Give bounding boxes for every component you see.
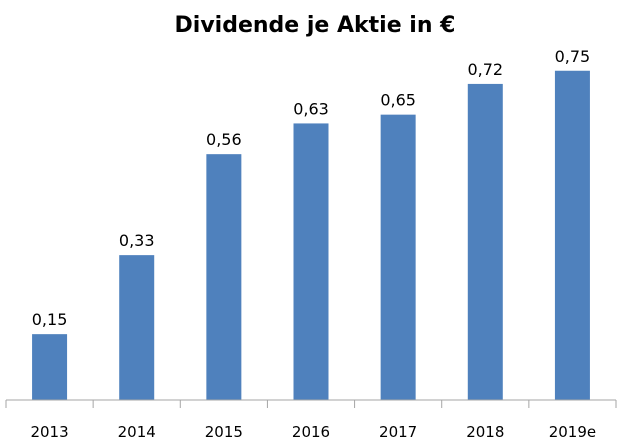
x-tick-label: 2018 (466, 423, 504, 441)
x-tick-label: 2015 (205, 423, 243, 441)
data-label: 0,15 (32, 310, 68, 329)
bar-2016 (293, 123, 329, 401)
x-tick-label: 2016 (292, 423, 330, 441)
data-label: 0,75 (555, 47, 591, 66)
bar-2014 (119, 255, 155, 400)
x-tick-label: 2013 (30, 423, 68, 441)
data-label: 0,56 (206, 130, 242, 149)
bar-2018 (467, 83, 503, 401)
x-tick-label: 2017 (379, 423, 417, 441)
data-label: 0,63 (293, 99, 329, 118)
chart-title: Dividende je Aktie in € (175, 13, 456, 38)
x-tick-label: 2019e (549, 423, 596, 441)
bar-2015 (206, 154, 242, 400)
data-label: 0,72 (467, 60, 503, 79)
bar-2017 (380, 114, 416, 401)
data-label: 0,33 (119, 231, 155, 250)
data-label: 0,65 (380, 91, 416, 110)
bar-2013 (32, 334, 68, 400)
x-tick-label: 2014 (118, 423, 156, 441)
bar-2019e (554, 70, 590, 400)
